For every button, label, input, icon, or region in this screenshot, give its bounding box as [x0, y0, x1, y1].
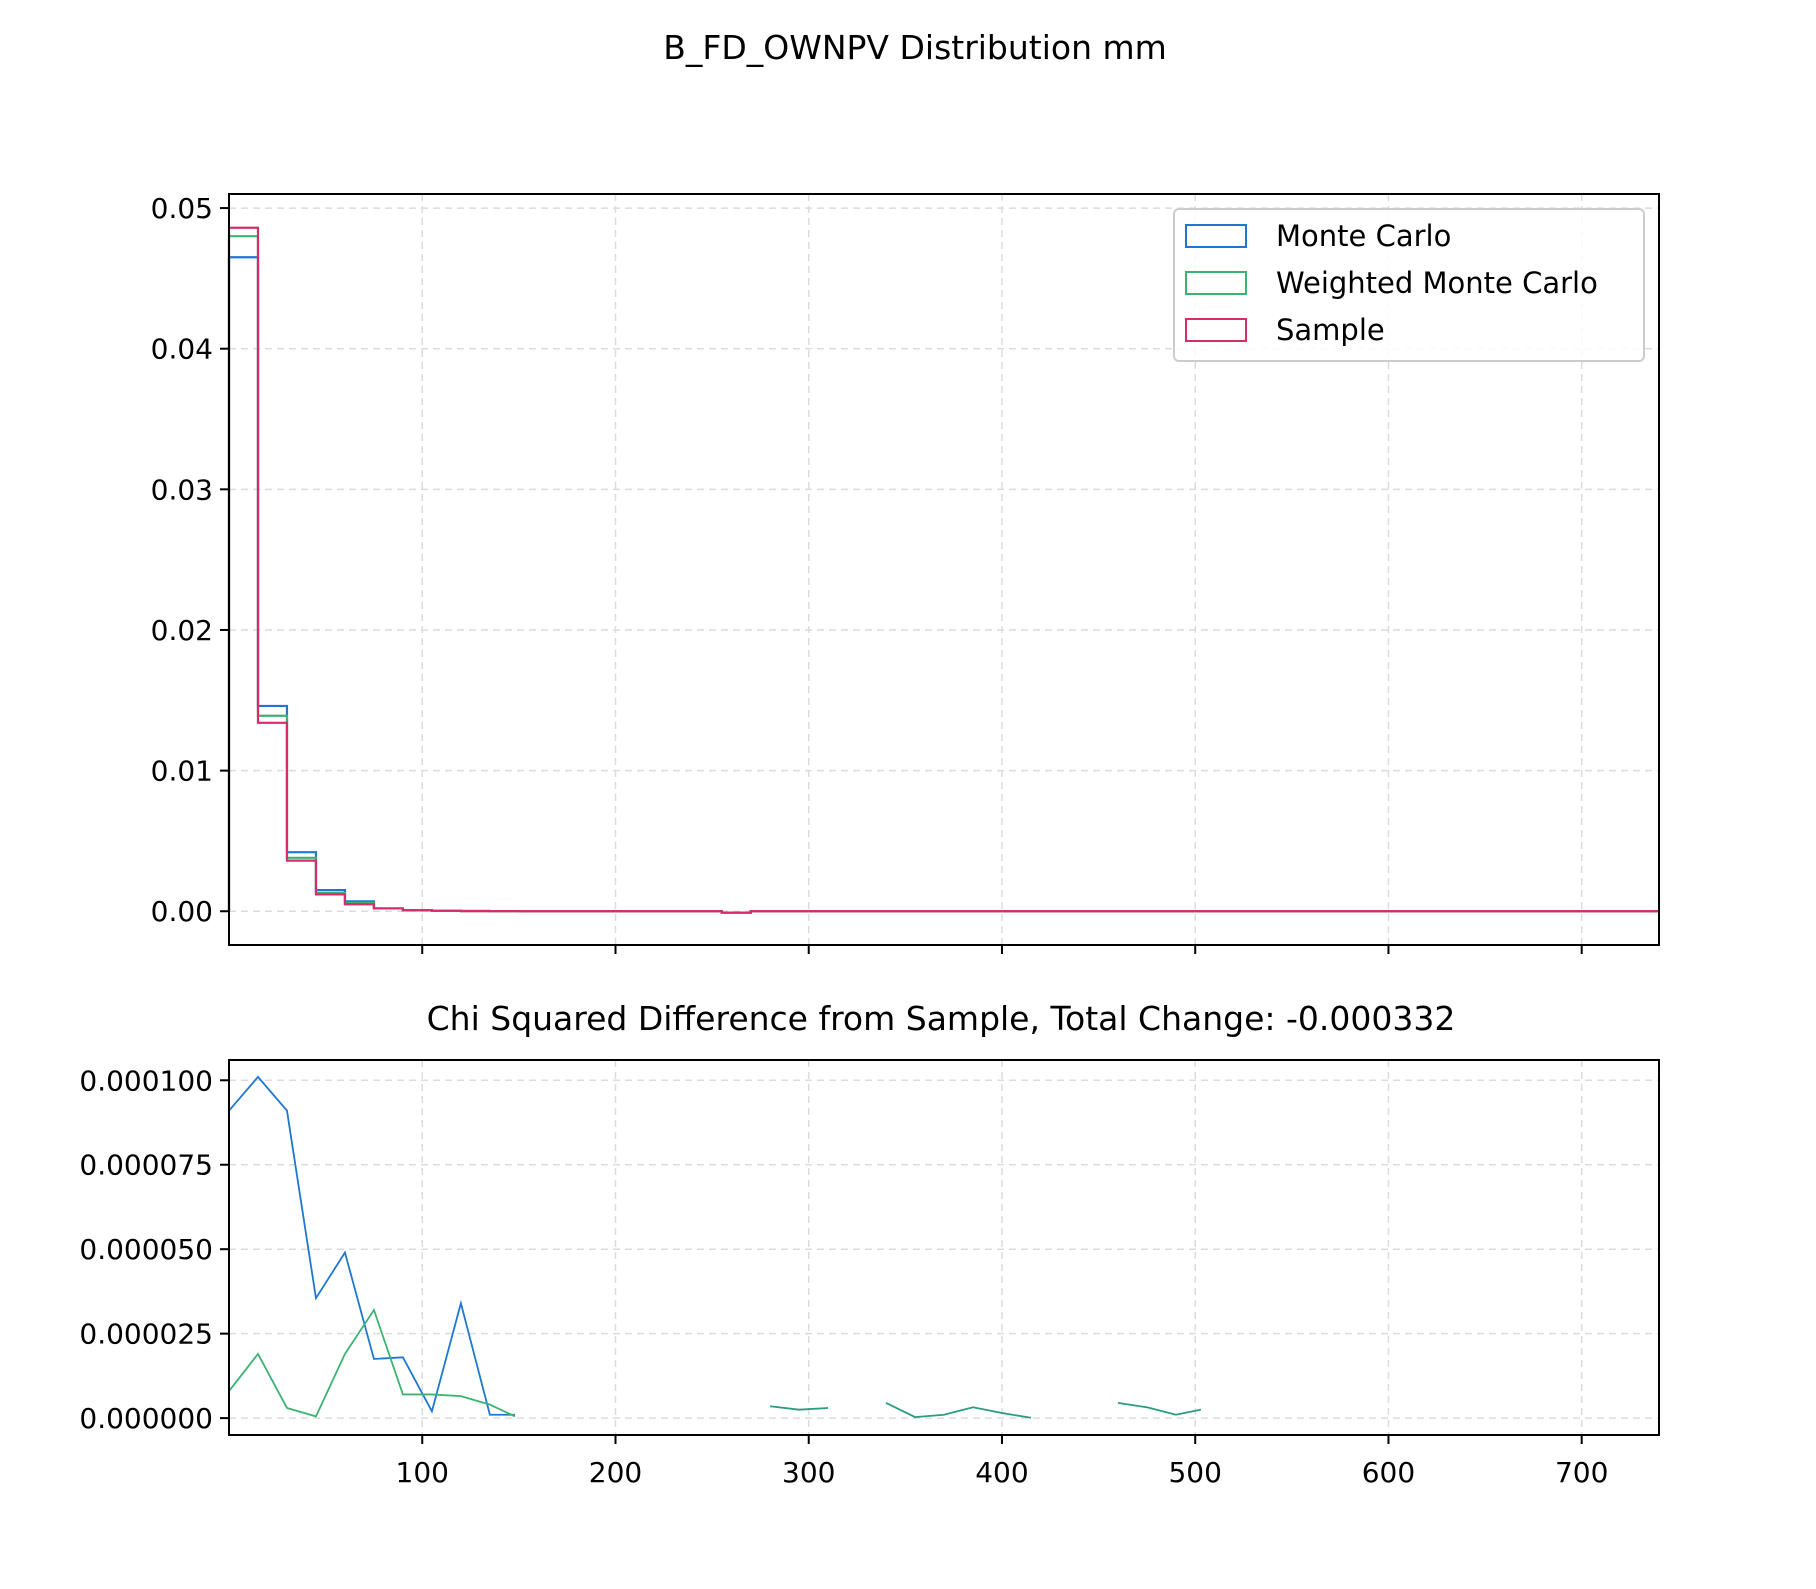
bottom-y-tick-label: 0.000025 — [79, 1318, 213, 1351]
bottom-axes-frame — [228, 1059, 1660, 1436]
chi-line-segment-2 — [769, 1405, 829, 1411]
top-y-ticks: 0.00 0.01 0.02 0.03 0.04 0.05 — [151, 192, 229, 928]
bottom-panel-title: Chi Squared Difference from Sample, Tota… — [427, 999, 1456, 1038]
bottom-x-ticks: 100 200 300 400 500 600 700 — [396, 1435, 1608, 1489]
chi-line-segment-2 — [885, 1402, 1032, 1419]
bottom-x-tick-label: 500 — [1168, 1456, 1221, 1489]
chi-line-segment-1 — [228, 1307, 516, 1418]
bottom-panel: Chi Squared Difference from Sample, Tota… — [79, 999, 1660, 1489]
bottom-x-tick-label: 600 — [1362, 1456, 1415, 1489]
legend-label-sample: Sample — [1276, 313, 1385, 347]
top-x-ticks — [421, 945, 1583, 954]
top-series — [227, 226, 1659, 914]
chi-line-segment-2 — [1117, 1402, 1202, 1416]
top-panel: 0.00 0.01 0.02 0.03 0.04 0.05 Monte Carlo Weig… — [151, 192, 1660, 954]
legend-label-monte-carlo: Monte Carlo — [1276, 219, 1451, 253]
bottom-grid — [229, 1060, 1659, 1435]
top-y-tick-label: 0.01 — [151, 755, 213, 788]
top-y-tick-label: 0.05 — [151, 192, 213, 225]
bottom-x-tick-label: 100 — [396, 1456, 449, 1489]
top-y-tick-label: 0.02 — [151, 614, 213, 647]
figure-title: B_FD_OWNPV Distribution mm — [663, 28, 1167, 67]
legend-swatch-weighted-monte-carlo — [1185, 271, 1247, 295]
legend-swatch-sample — [1185, 318, 1247, 342]
bottom-y-tick-label: 0.000000 — [79, 1402, 213, 1435]
legend: Monte Carlo Weighted Monte Carlo Sample — [1173, 208, 1645, 362]
bottom-x-tick-label: 300 — [782, 1456, 835, 1489]
chi-line-segment-0 — [228, 1075, 515, 1416]
legend-label-weighted-monte-carlo: Weighted Monte Carlo — [1276, 266, 1598, 300]
legend-swatch-monte-carlo — [1185, 224, 1247, 248]
bottom-x-tick-label: 400 — [975, 1456, 1028, 1489]
bottom-y-tick-label: 0.000050 — [79, 1233, 213, 1266]
bottom-series — [228, 1075, 1202, 1419]
top-y-tick-label: 0.00 — [151, 895, 213, 928]
top-y-tick-label: 0.03 — [151, 473, 213, 506]
legend-box — [1173, 208, 1645, 362]
step-sample — [227, 226, 1659, 914]
bottom-x-tick-label: 200 — [589, 1456, 642, 1489]
bottom-y-tick-label: 0.000100 — [79, 1064, 213, 1097]
bottom-y-tick-label: 0.000075 — [79, 1149, 213, 1182]
top-axes-frame — [228, 193, 1660, 946]
bottom-x-tick-label: 700 — [1555, 1456, 1608, 1489]
top-y-tick-label: 0.04 — [151, 333, 213, 366]
bottom-y-ticks: 0.000000 0.000025 0.000050 0.000075 0.000100 — [79, 1064, 229, 1435]
